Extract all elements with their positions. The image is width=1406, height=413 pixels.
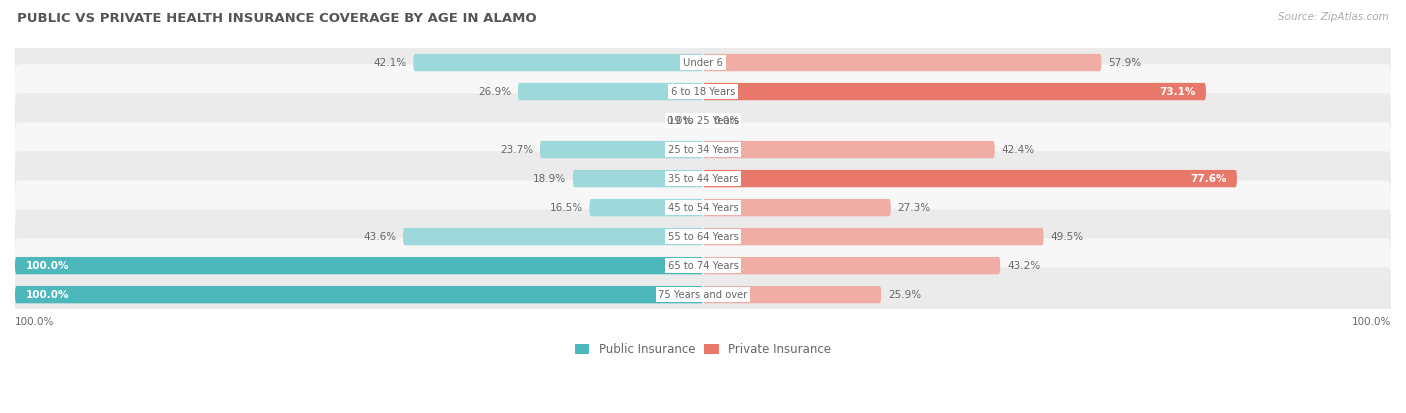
FancyBboxPatch shape bbox=[413, 54, 703, 71]
Text: 0.0%: 0.0% bbox=[713, 116, 740, 126]
Text: 45 to 54 Years: 45 to 54 Years bbox=[668, 203, 738, 213]
Text: 73.1%: 73.1% bbox=[1159, 87, 1195, 97]
Text: 57.9%: 57.9% bbox=[1108, 57, 1142, 68]
Text: 100.0%: 100.0% bbox=[25, 261, 69, 271]
FancyBboxPatch shape bbox=[15, 93, 1391, 148]
Text: 75 Years and over: 75 Years and over bbox=[658, 290, 748, 300]
Text: 65 to 74 Years: 65 to 74 Years bbox=[668, 261, 738, 271]
Text: 43.6%: 43.6% bbox=[363, 232, 396, 242]
Text: 19 to 25 Years: 19 to 25 Years bbox=[668, 116, 738, 126]
FancyBboxPatch shape bbox=[703, 228, 1043, 245]
Text: 100.0%: 100.0% bbox=[1351, 317, 1391, 327]
FancyBboxPatch shape bbox=[703, 170, 1237, 187]
Text: 6 to 18 Years: 6 to 18 Years bbox=[671, 87, 735, 97]
Text: 42.4%: 42.4% bbox=[1001, 145, 1035, 154]
Legend: Public Insurance, Private Insurance: Public Insurance, Private Insurance bbox=[571, 338, 835, 361]
FancyBboxPatch shape bbox=[703, 54, 1101, 71]
FancyBboxPatch shape bbox=[589, 199, 703, 216]
Text: 25 to 34 Years: 25 to 34 Years bbox=[668, 145, 738, 154]
Text: 35 to 44 Years: 35 to 44 Years bbox=[668, 173, 738, 184]
FancyBboxPatch shape bbox=[15, 267, 1391, 322]
Text: 0.0%: 0.0% bbox=[666, 116, 693, 126]
Text: 55 to 64 Years: 55 to 64 Years bbox=[668, 232, 738, 242]
Text: 43.2%: 43.2% bbox=[1007, 261, 1040, 271]
FancyBboxPatch shape bbox=[15, 151, 1391, 206]
FancyBboxPatch shape bbox=[703, 199, 891, 216]
Text: 16.5%: 16.5% bbox=[550, 203, 582, 213]
FancyBboxPatch shape bbox=[703, 286, 882, 303]
FancyBboxPatch shape bbox=[703, 257, 1000, 274]
Text: PUBLIC VS PRIVATE HEALTH INSURANCE COVERAGE BY AGE IN ALAMO: PUBLIC VS PRIVATE HEALTH INSURANCE COVER… bbox=[17, 12, 537, 25]
Text: Under 6: Under 6 bbox=[683, 57, 723, 68]
Text: 18.9%: 18.9% bbox=[533, 173, 567, 184]
FancyBboxPatch shape bbox=[15, 238, 1391, 293]
Text: 77.6%: 77.6% bbox=[1189, 173, 1226, 184]
FancyBboxPatch shape bbox=[15, 64, 1391, 119]
FancyBboxPatch shape bbox=[15, 257, 703, 274]
FancyBboxPatch shape bbox=[703, 141, 994, 158]
FancyBboxPatch shape bbox=[15, 209, 1391, 264]
FancyBboxPatch shape bbox=[517, 83, 703, 100]
Text: 49.5%: 49.5% bbox=[1050, 232, 1084, 242]
FancyBboxPatch shape bbox=[703, 83, 1206, 100]
Text: 100.0%: 100.0% bbox=[25, 290, 69, 300]
FancyBboxPatch shape bbox=[15, 180, 1391, 235]
Text: 26.9%: 26.9% bbox=[478, 87, 510, 97]
Text: 23.7%: 23.7% bbox=[501, 145, 533, 154]
Text: 42.1%: 42.1% bbox=[374, 57, 406, 68]
FancyBboxPatch shape bbox=[574, 170, 703, 187]
FancyBboxPatch shape bbox=[15, 35, 1391, 90]
Text: 25.9%: 25.9% bbox=[889, 290, 921, 300]
FancyBboxPatch shape bbox=[15, 122, 1391, 177]
FancyBboxPatch shape bbox=[540, 141, 703, 158]
FancyBboxPatch shape bbox=[404, 228, 703, 245]
Text: 100.0%: 100.0% bbox=[15, 317, 55, 327]
FancyBboxPatch shape bbox=[15, 286, 703, 303]
Text: Source: ZipAtlas.com: Source: ZipAtlas.com bbox=[1278, 12, 1389, 22]
Text: 27.3%: 27.3% bbox=[897, 203, 931, 213]
